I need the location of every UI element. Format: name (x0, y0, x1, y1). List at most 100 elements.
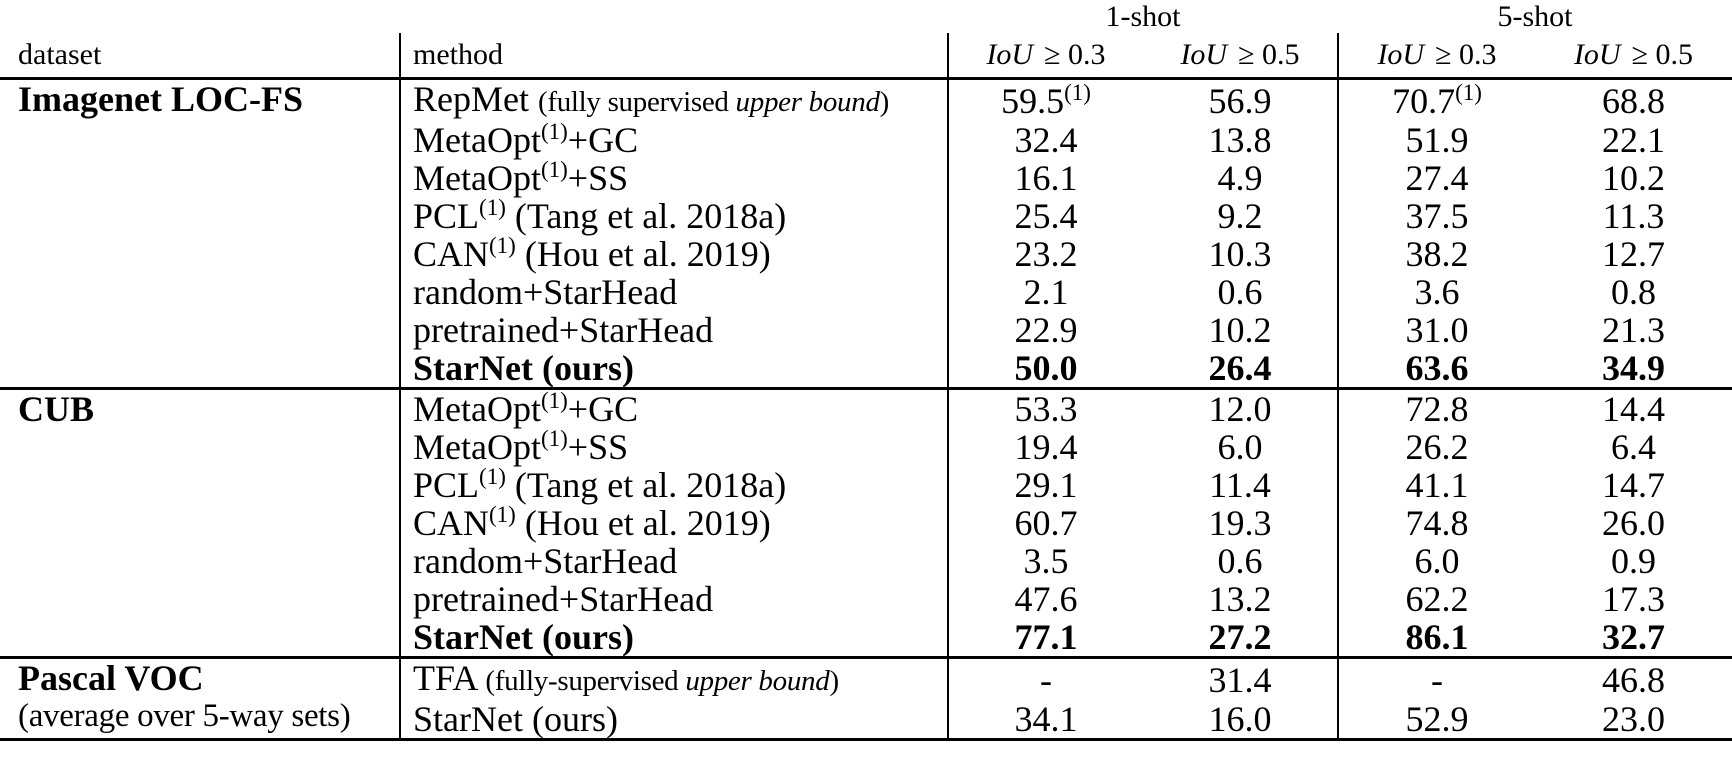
iou-threshold: ≥ 0.5 (1238, 38, 1300, 71)
value-cell: 14.4 (1535, 387, 1732, 428)
method-cell: TFA (fully-supervised upper bound) (399, 656, 948, 700)
value-cell: 53.3 (947, 387, 1143, 428)
text-fragment: MetaOpt (413, 427, 541, 467)
text-fragment: (Hou et al. 2019) (515, 503, 771, 543)
table-row: pretrained+StarHead 22.9 10.2 31.0 21.3 (0, 311, 1732, 349)
value-cell: 3.6 (1337, 273, 1535, 311)
text-fragment: (fully-supervised (485, 665, 686, 697)
value-cell: 21.3 (1602, 310, 1665, 350)
method-cell: pretrained+StarHead (399, 311, 948, 349)
value-cell: 12.0 (1143, 387, 1338, 428)
value-cell: 17.3 (1602, 579, 1665, 619)
text-fragment: upper bound (735, 86, 880, 118)
table-row: Pascal VOC (average over 5-way sets) TFA (… (0, 656, 1732, 740)
method-cell: CAN(1) (Hou et al. 2019) (399, 502, 948, 543)
value-cell: 62.2 (1337, 580, 1535, 618)
text-fragment: (Hou et al. 2019) (515, 234, 771, 274)
value-cell: 6.0 (1217, 427, 1263, 467)
table-row: PCL(1) (Tang et al. 2018a) 25.4 9.2 37.5 11.… (0, 195, 1732, 236)
value-cell: 23.2 (947, 235, 1143, 273)
text-fragment: Pascal VOC (18, 658, 204, 698)
method-cell: PCL(1) (Tang et al. 2018a) (399, 464, 948, 505)
value-cell: 77.1 (947, 618, 1143, 658)
value-cell: 32.4 (947, 121, 1143, 159)
text-fragment: (fully supervised (537, 86, 736, 118)
dataset-note: (average over 5-way sets) (18, 697, 399, 735)
value-cell: 0.6 (1217, 272, 1263, 312)
table-row: CUB MetaOpt(1)+GC 53.3 12.0 72.8 14.4 (0, 387, 1732, 658)
value-cell: 86.1 (1337, 618, 1535, 658)
value-cell: 26.4 (1208, 348, 1272, 388)
table-row: StarNet (ours) 34.1 16.0 52.9 23.0 (0, 700, 1732, 740)
method-cell: MetaOpt(1)+SS (399, 427, 948, 467)
value-cell: 26.0 (1602, 503, 1665, 543)
iou-math-label: IoU (986, 38, 1034, 71)
value-cell: 34.1 (947, 700, 1143, 740)
value-cell: 25.4 (947, 197, 1143, 235)
value-cell: 60.7 (947, 504, 1143, 542)
value-cell: 4.9 (1217, 158, 1263, 198)
iou-math-label: IoU (1573, 38, 1621, 71)
superscript-ref: (1) (489, 502, 516, 528)
header-spacer (0, 0, 948, 33)
value-cell: 10.3 (1208, 234, 1272, 274)
method-cell: RepMet (fully supervised upper bound) (399, 78, 948, 121)
text-fragment: upper bound (685, 665, 830, 697)
dataset-name: CUB (18, 390, 399, 428)
table-row: Imagenet LOC-FS RepMet (fully supervised … (0, 78, 1732, 121)
text-fragment: +SS (567, 158, 629, 198)
value-number: 59.5 (1001, 80, 1065, 121)
value-cell: 52.9 (1337, 700, 1535, 740)
table-row: MetaOpt(1)+SS 19.4 6.0 26.2 6.4 (0, 427, 1732, 467)
value-cell: 59.5(1) (947, 78, 1143, 121)
text-fragment: StarNet (ours) (413, 348, 634, 388)
value-cell: 38.2 (1337, 235, 1535, 273)
superscript-ref: (1) (1455, 79, 1482, 105)
text-fragment: CUB (18, 389, 95, 429)
text-fragment: +SS (567, 427, 629, 467)
superscript-ref: (1) (479, 195, 506, 221)
col-group-5shot: 5-shot (1497, 0, 1573, 33)
value-cell: 9.2 (1217, 196, 1263, 236)
text-fragment: (Tang et al. 2018a) (505, 196, 787, 236)
table-row: pretrained+StarHead 47.6 13.2 62.2 17.3 (0, 580, 1732, 618)
text-fragment: RepMet (413, 79, 538, 119)
value-cell: 29.1 (947, 466, 1143, 504)
method-cell: pretrained+StarHead (399, 579, 948, 619)
dataset-name: Pascal VOC (18, 659, 399, 697)
value-cell: 22.9 (947, 311, 1143, 349)
value-cell: 14.7 (1602, 465, 1665, 505)
dataset-cell: Imagenet LOC-FS (0, 79, 400, 389)
value-cell: 12.7 (1602, 234, 1665, 274)
text-fragment: TFA (413, 658, 486, 698)
value-cell: 41.1 (1337, 466, 1535, 504)
value-cell: 46.8 (1535, 656, 1732, 700)
col-header-dataset: dataset (0, 33, 400, 80)
value-cell: 19.3 (1208, 503, 1272, 543)
value-cell: 6.4 (1611, 427, 1656, 467)
value-cell: 51.9 (1337, 121, 1535, 159)
value-cell: 11.4 (1209, 465, 1271, 505)
value-cell: 23.0 (1602, 699, 1665, 739)
method-cell: StarNet (ours) (399, 348, 948, 389)
superscript-ref: (1) (540, 119, 568, 145)
results-table: 1-shot 5-shot dataset method IoU ≥ 0.3 Io… (0, 0, 1732, 741)
superscript-ref: (1) (479, 464, 506, 490)
text-fragment: pretrained+StarHead (413, 579, 714, 619)
column-header-row: dataset method IoU ≥ 0.3 IoU ≥ 0.5 IoU ≥ 0.… (0, 33, 1732, 80)
value-cell: 19.4 (947, 428, 1143, 466)
col-header-iou03-1shot: IoU ≥ 0.3 (947, 33, 1143, 80)
text-fragment: PCL (413, 465, 480, 505)
iou-math-label: IoU (1377, 38, 1425, 71)
text-fragment: CAN (413, 503, 490, 543)
table-row: random+StarHead 3.5 0.6 6.0 0.9 (0, 542, 1732, 580)
text-fragment: +GC (567, 389, 639, 429)
method-cell: CAN(1) (Hou et al. 2019) (399, 234, 948, 274)
value-number: 70.7 (1392, 80, 1456, 121)
value-cell: 68.8 (1602, 80, 1665, 121)
value-cell: 2.1 (947, 273, 1143, 311)
value-cell: 16.1 (947, 159, 1143, 197)
value-cell: 0.8 (1611, 272, 1656, 312)
value-cell: 74.8 (1337, 504, 1535, 542)
